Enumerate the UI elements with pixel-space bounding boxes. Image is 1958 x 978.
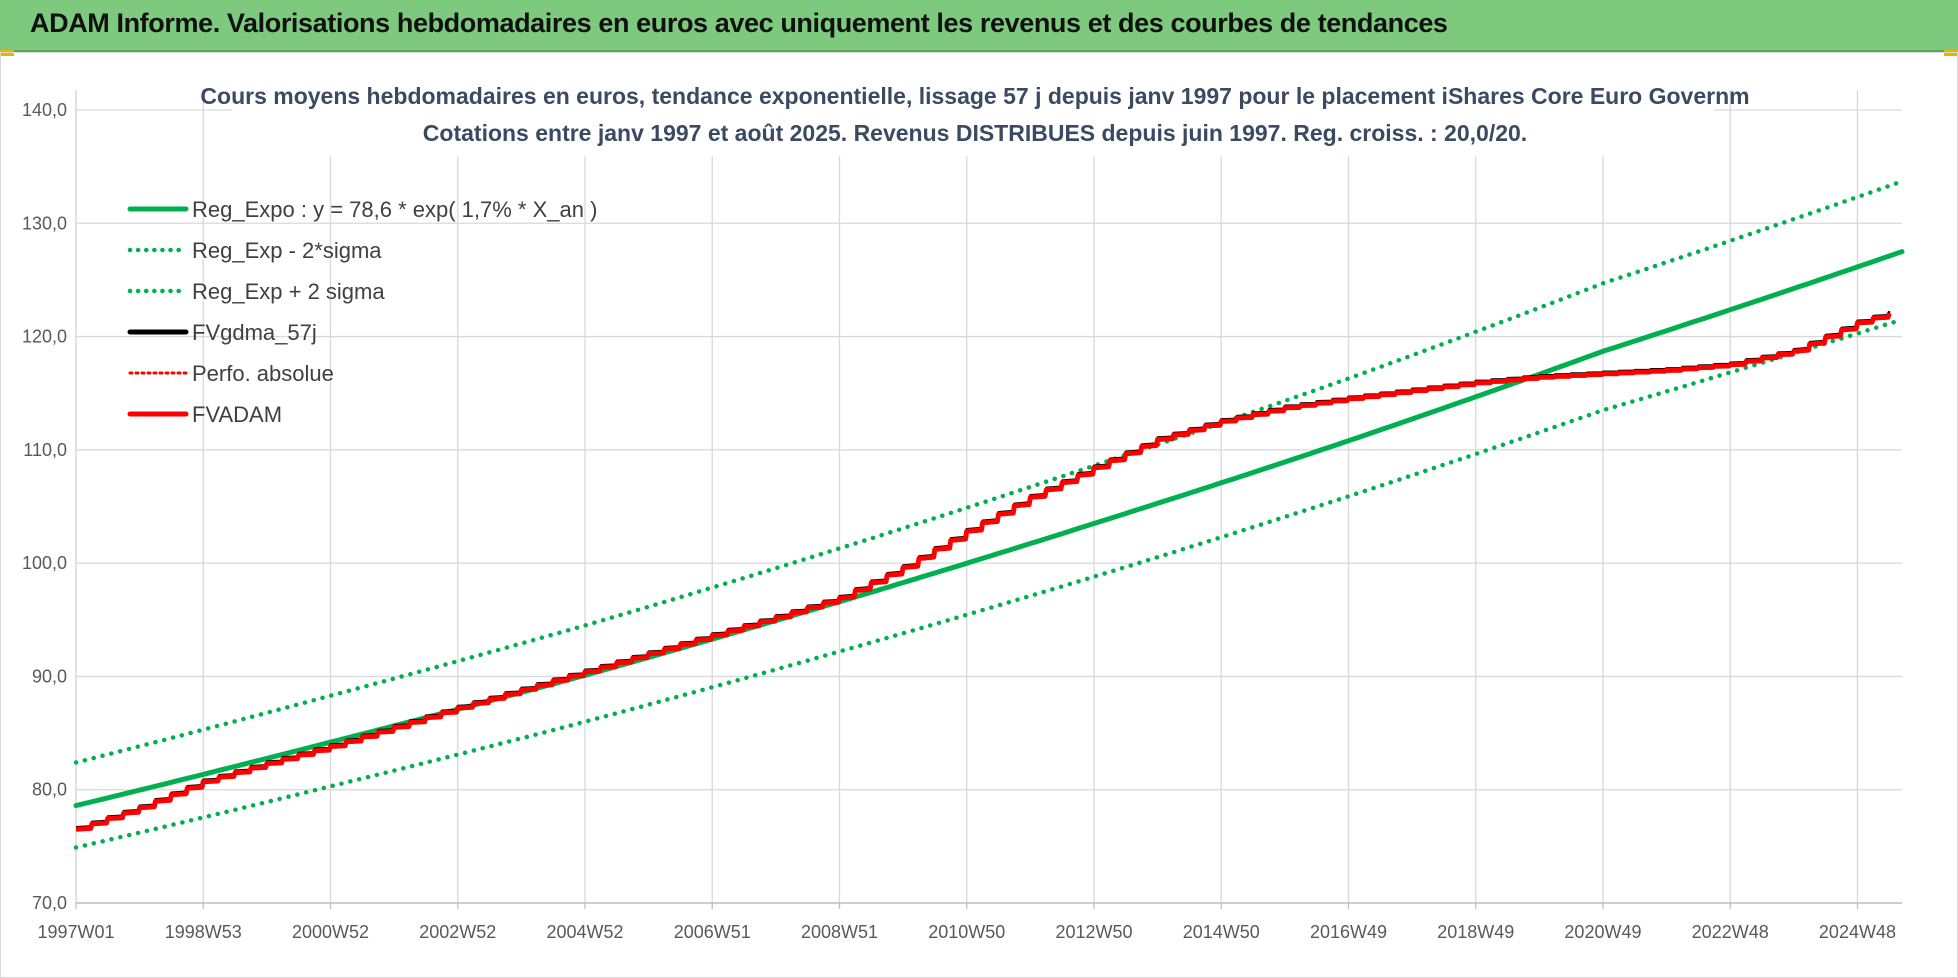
x-tick-label: 2014W50 <box>1183 922 1260 942</box>
corner-marker-right <box>1944 50 1958 56</box>
y-tick-label: 140,0 <box>22 100 67 120</box>
x-tick-label: 2002W52 <box>419 922 496 942</box>
x-tick-label: 2012W50 <box>1055 922 1132 942</box>
x-tick-label: 2004W52 <box>546 922 623 942</box>
chart-title-background <box>232 78 1714 156</box>
series-line-5 <box>75 311 1891 830</box>
series-line-2 <box>73 317 1905 850</box>
corner-marker-left <box>0 50 14 56</box>
series-line-3 <box>73 179 1905 765</box>
y-tick-label: 90,0 <box>32 666 67 686</box>
legend-label: FVgdma_57j <box>192 320 317 345</box>
chart-ticks: 70,0 80,0 90,0 100,0 110,0 120,0 130,0 140,0 199… <box>22 100 1896 942</box>
x-tick-label: 2024W48 <box>1819 922 1896 942</box>
chart-titles: Cours moyens hebdomadaires en euros, ten… <box>200 78 1750 156</box>
legend-label: Reg_Exp + 2 sigma <box>192 279 385 304</box>
header-bar: ADAM Informe. Valorisations hebdomadaire… <box>0 0 1958 52</box>
x-tick-label: 2000W52 <box>292 922 369 942</box>
x-tick-label: 2018W49 <box>1437 922 1514 942</box>
legend-label: Perfo. absolue <box>192 361 334 386</box>
x-tick-label: 2010W50 <box>928 922 1005 942</box>
chart-subtitle: Cotations entre janv 1997 et août 2025. … <box>423 120 1527 146</box>
chart-legend: Reg_Expo : y = 78,6 * exp( 1,7% * X_an )… <box>127 197 597 427</box>
x-tick-label: 2006W51 <box>674 922 751 942</box>
y-tick-label: 100,0 <box>22 553 67 573</box>
y-tick-label: 80,0 <box>32 780 67 800</box>
x-tick-label: 2022W48 <box>1692 922 1769 942</box>
series-line-1 <box>73 249 1905 809</box>
x-tick-label: 2020W49 <box>1564 922 1641 942</box>
x-tick-label: 1997W01 <box>37 922 114 942</box>
x-tick-label: 2008W51 <box>801 922 878 942</box>
x-tick-label: 1998W53 <box>165 922 242 942</box>
series-line-6 <box>75 312 1892 832</box>
chart-grid <box>75 90 1902 904</box>
chart-title: Cours moyens hebdomadaires en euros, ten… <box>200 83 1749 109</box>
y-tick-label: 70,0 <box>32 893 67 913</box>
series-line-4 <box>75 310 1891 829</box>
y-tick-label: 130,0 <box>22 213 67 233</box>
page-title: ADAM Informe. Valorisations hebdomadaire… <box>30 8 1448 38</box>
x-tick-label: 2016W49 <box>1310 922 1387 942</box>
y-tick-label: 120,0 <box>22 327 67 347</box>
y-tick-label: 110,0 <box>23 440 67 460</box>
legend-label: Reg_Expo : y = 78,6 * exp( 1,7% * X_an ) <box>192 197 597 222</box>
chart-series-layer <box>73 179 1905 850</box>
legend-label: Reg_Exp - 2*sigma <box>192 238 382 263</box>
legend-label: FVADAM <box>192 402 282 427</box>
